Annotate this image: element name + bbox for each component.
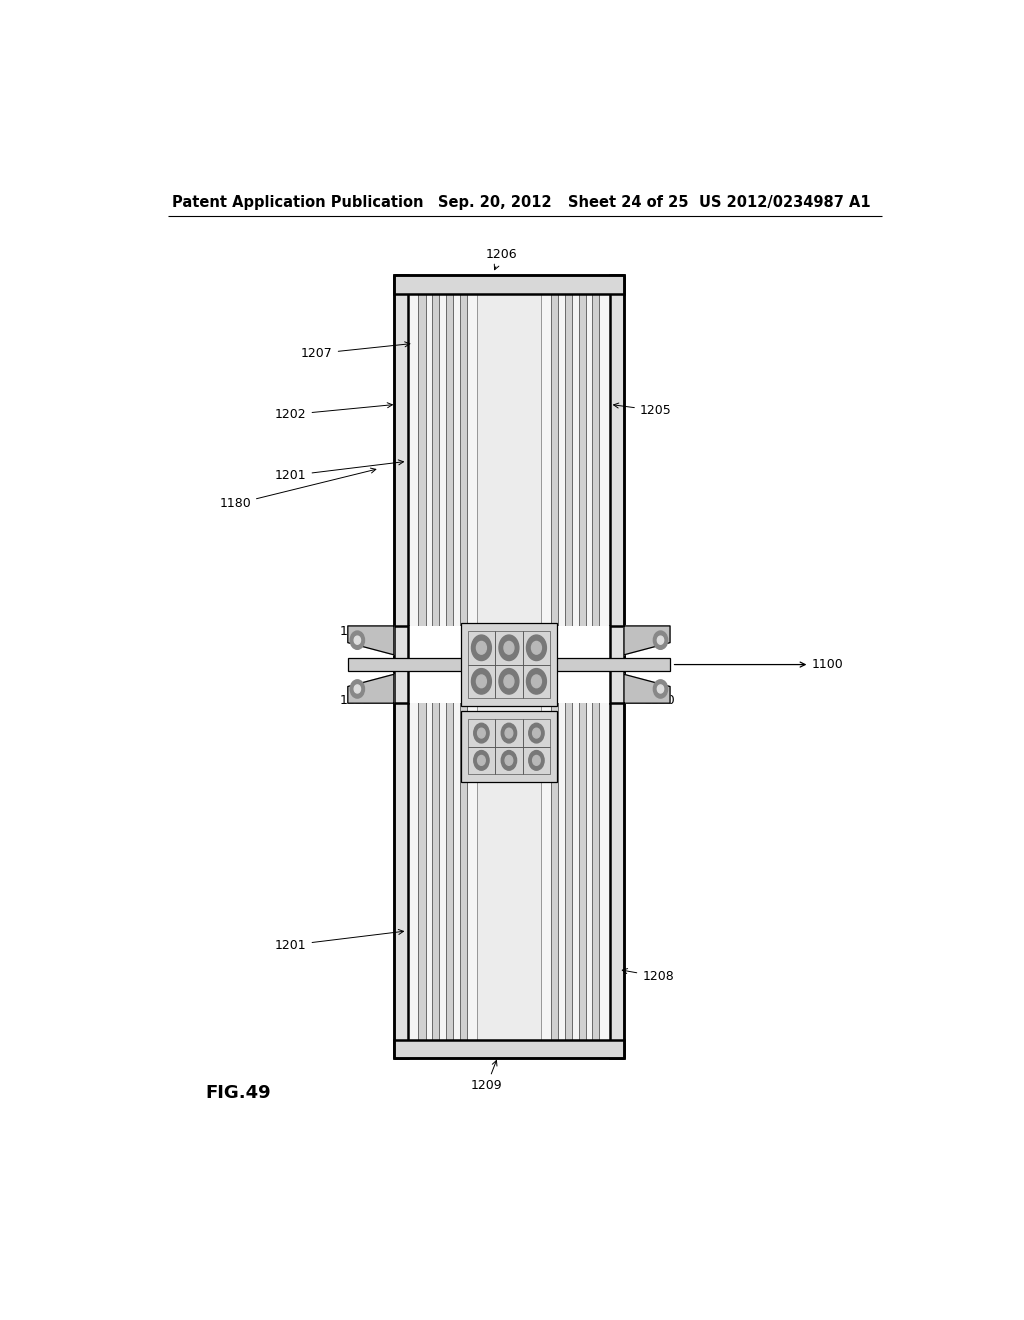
Text: 1100: 1100 [675,659,844,671]
Bar [564,276,571,1057]
Text: 1202: 1202 [274,403,392,421]
Text: 1208: 1208 [623,969,674,983]
Bar [394,276,624,293]
Bar [609,626,624,704]
Circle shape [354,685,360,693]
Bar [496,631,522,664]
Bar [468,719,496,747]
Text: US 2012/0234987 A1: US 2012/0234987 A1 [699,194,871,210]
Bar [446,276,454,1057]
Bar [461,711,557,783]
Text: 1206: 1206 [485,248,517,269]
Text: Patent Application Publication: Patent Application Publication [172,194,423,210]
Circle shape [532,755,541,766]
Circle shape [504,642,514,655]
Bar [522,747,550,774]
Bar [551,276,558,1057]
Bar [496,719,522,747]
Circle shape [505,729,513,738]
Bar [432,276,439,1057]
Bar [496,664,522,698]
Circle shape [350,680,365,698]
Bar [468,631,496,664]
Circle shape [531,675,542,688]
Text: 1207: 1207 [301,342,410,360]
Text: 1152: 1152 [339,692,389,706]
Circle shape [471,635,492,660]
Polygon shape [624,675,670,704]
Bar [522,664,550,698]
Polygon shape [624,626,670,655]
Circle shape [532,729,541,738]
Circle shape [528,723,544,743]
Circle shape [657,636,664,644]
Circle shape [526,635,547,660]
Circle shape [476,642,486,655]
Bar [609,276,624,1057]
Circle shape [474,723,489,743]
Circle shape [502,751,516,770]
Bar [579,276,586,1057]
Text: 1153: 1153 [339,624,388,639]
Bar [477,276,541,1057]
Circle shape [350,631,365,649]
Text: 1201: 1201 [274,459,403,482]
Circle shape [354,636,360,644]
Circle shape [499,635,519,660]
Circle shape [477,729,485,738]
Text: 1201: 1201 [274,929,403,952]
Circle shape [657,685,664,693]
Bar [522,719,550,747]
Circle shape [505,755,513,766]
Bar [468,747,496,774]
Circle shape [531,642,542,655]
Circle shape [499,669,519,694]
Bar [468,664,496,698]
Bar [394,276,624,1057]
Polygon shape [348,626,394,655]
Text: 1151: 1151 [624,624,670,639]
Circle shape [474,751,489,770]
Bar [592,276,599,1057]
Circle shape [653,680,668,698]
Circle shape [526,669,547,694]
Text: 1180: 1180 [219,469,376,511]
Bar [419,276,426,1057]
Bar [348,659,670,671]
Circle shape [477,755,485,766]
Bar [409,626,609,704]
Circle shape [502,723,516,743]
Text: 1205: 1205 [613,403,672,417]
Bar [461,623,557,706]
Bar [394,276,409,1057]
Text: 1150: 1150 [626,692,676,706]
Bar [496,747,522,774]
Text: 1209: 1209 [471,1060,503,1092]
Bar [394,626,409,704]
Circle shape [504,675,514,688]
Bar [522,631,550,664]
Circle shape [653,631,668,649]
Polygon shape [348,675,394,704]
Circle shape [476,675,486,688]
Text: Sheet 24 of 25: Sheet 24 of 25 [568,194,689,210]
Circle shape [528,751,544,770]
Bar [394,1040,624,1057]
Bar [460,276,467,1057]
Text: FIG.49: FIG.49 [206,1085,271,1102]
Text: Sep. 20, 2012: Sep. 20, 2012 [437,194,551,210]
Circle shape [471,669,492,694]
